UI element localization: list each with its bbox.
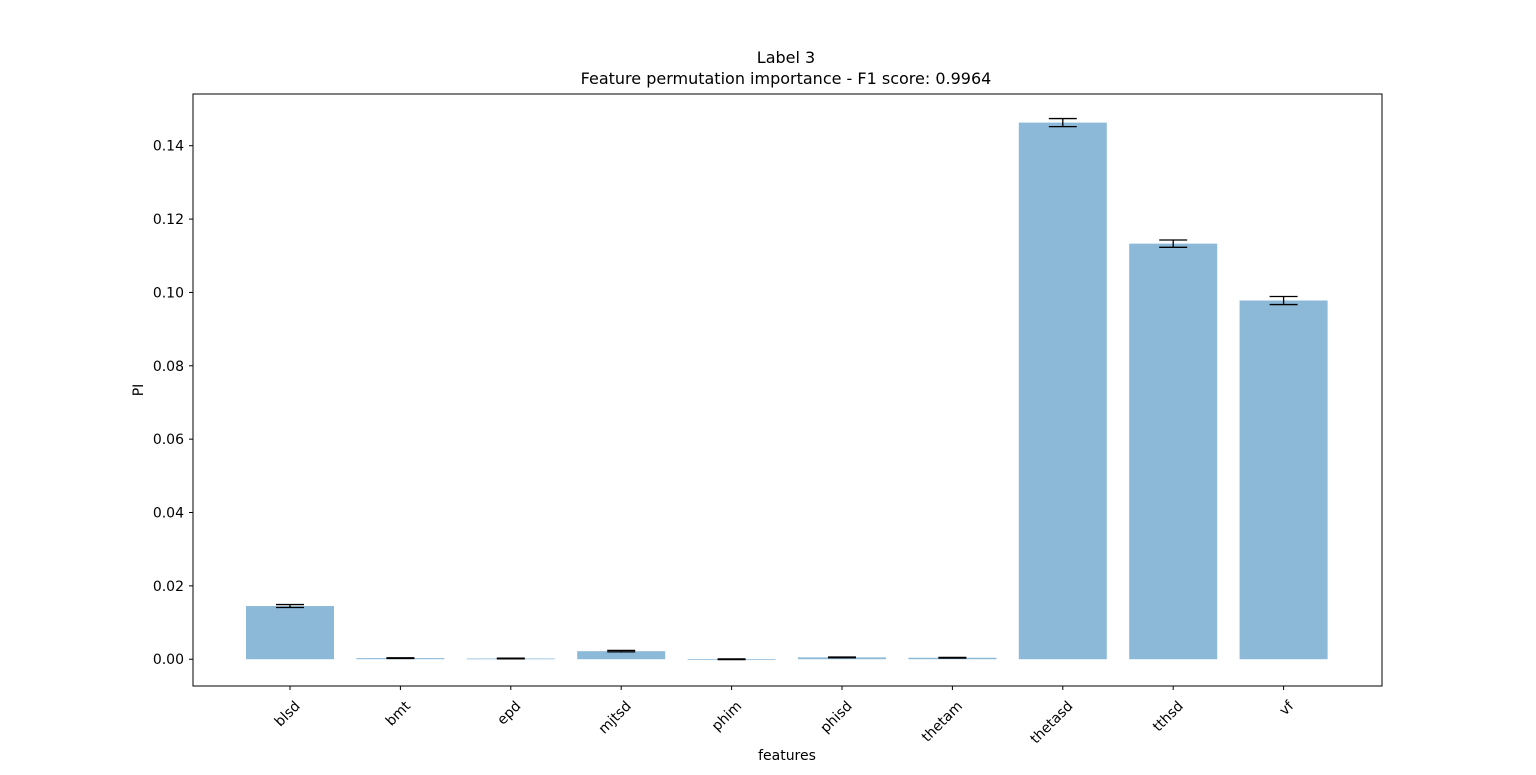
- chart-title: Label 3: [757, 48, 815, 67]
- error-bar-vf: [1269, 295, 1298, 306]
- x-tick-label: epd: [494, 698, 524, 728]
- error-bar-tthsd: [1159, 239, 1188, 248]
- y-tick-label: 0.06: [153, 432, 184, 448]
- bar-thetasd: [1018, 122, 1107, 660]
- x-tick-label: bmt: [383, 698, 414, 729]
- error-bar-phim: [717, 658, 746, 661]
- y-tick-label: 0.10: [153, 285, 184, 301]
- bar-vf: [1239, 300, 1328, 660]
- y-tick-label: 0.14: [153, 139, 184, 155]
- y-tick-label: 0.12: [153, 212, 184, 228]
- error-bar-thetasd: [1048, 117, 1077, 128]
- chart-subtitle: Feature permutation importance - F1 scor…: [581, 69, 992, 88]
- x-tick-label: thetasd: [1027, 698, 1076, 747]
- y-axis-label: PI: [131, 384, 147, 397]
- y-tick-label: 0.08: [153, 359, 184, 375]
- error-bar-phisd: [828, 656, 856, 659]
- plot-frame: [192, 93, 1383, 687]
- x-tick-label: phim: [709, 698, 745, 734]
- error-bar-thetam: [938, 656, 967, 659]
- bar-tthsd: [1129, 243, 1218, 660]
- error-bar-bmt: [386, 657, 415, 660]
- x-tick-label: thetam: [919, 698, 966, 745]
- bar-mjtsd: [577, 651, 666, 660]
- x-tick-label: tthsd: [1150, 698, 1187, 735]
- x-tick-label: blsd: [272, 698, 304, 730]
- error-bars-layer: [276, 117, 1298, 661]
- error-bar-epd: [496, 657, 525, 660]
- x-axis: blsd bmt epd mjtsd phim phisd thetam thetasd tth…: [272, 686, 1298, 747]
- x-tick-label: phisd: [818, 698, 856, 736]
- y-tick-label: 0.02: [153, 579, 184, 595]
- y-tick-label: 0.00: [153, 652, 184, 668]
- error-bar-mjtsd: [607, 649, 636, 653]
- bar-blsd: [246, 606, 334, 660]
- x-tick-label: mjtsd: [596, 698, 635, 737]
- bars-layer: [246, 122, 1328, 661]
- y-axis: 0.00 0.02 0.04 0.06 0.08 0.10 0.12 0.14: [153, 139, 193, 668]
- x-tick-label: vf: [1277, 698, 1298, 719]
- y-tick-label: 0.04: [153, 506, 184, 522]
- x-axis-label: features: [758, 748, 816, 764]
- error-bar-blsd: [276, 603, 304, 609]
